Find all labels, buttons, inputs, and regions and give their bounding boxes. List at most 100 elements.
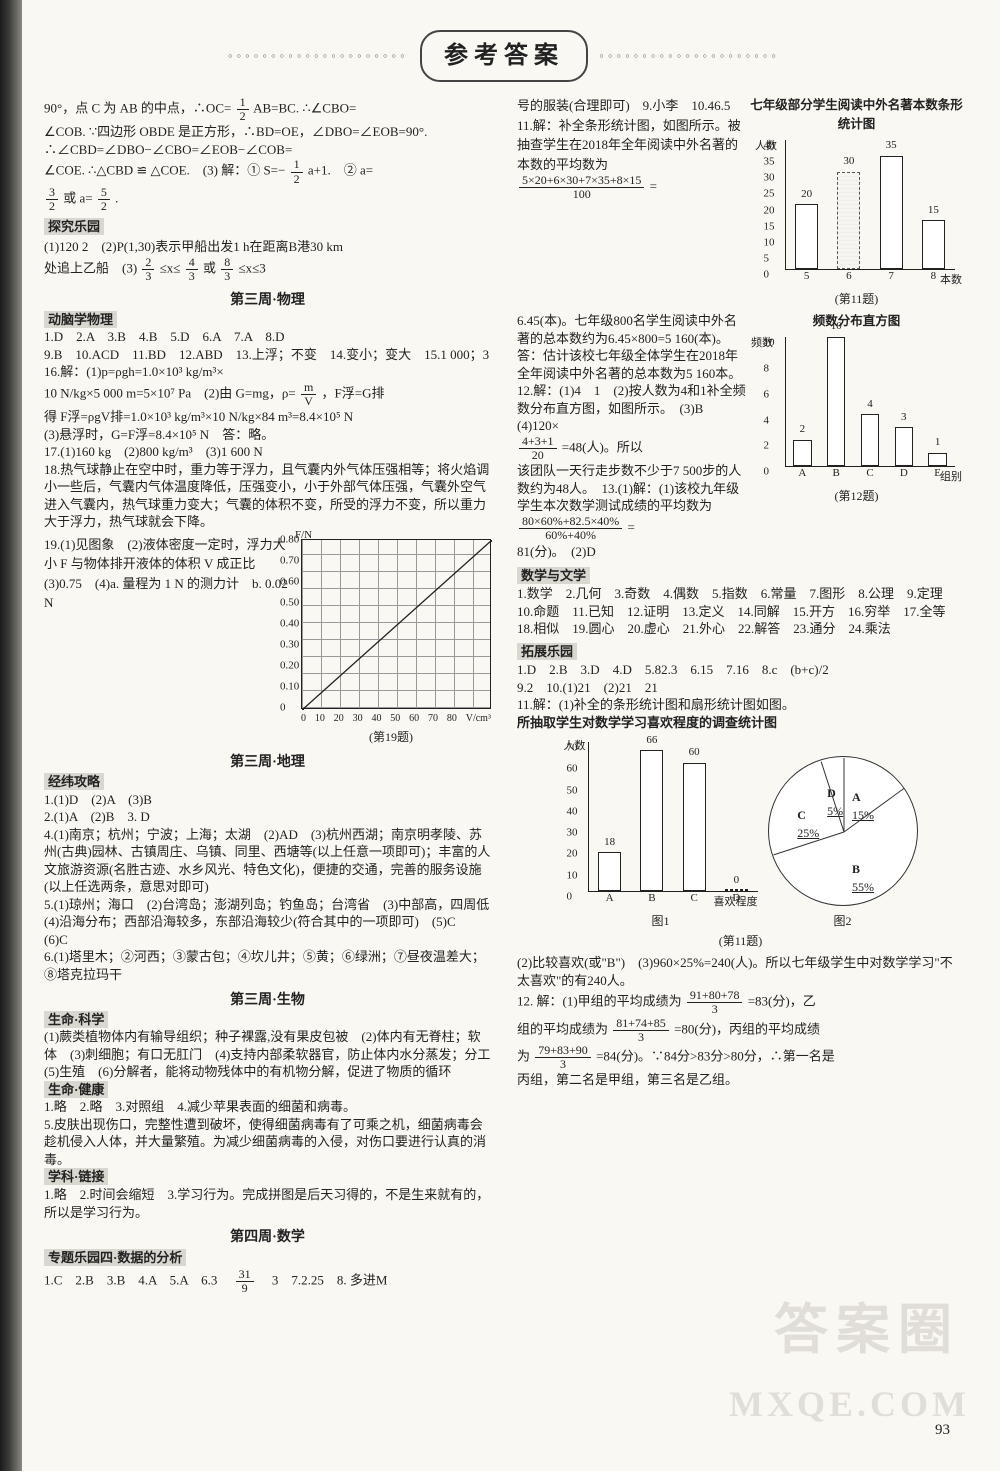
header-dots-left: ◦◦◦◦◦◦◦◦◦◦◦◦◦◦◦◦◦◦◦◦◦: [228, 46, 409, 66]
txt: (2)比较喜欢(或"B") (3)960×25%=240(人)。所以七年级学生中…: [517, 954, 964, 989]
chart19-grid: 0 0.10 0.20 0.30 0.40 0.50 0.60 0.70 0.8…: [301, 539, 491, 709]
chart19-wrap: F/N 0 0.10 0.20 0.30 0.40 0.50 0.60 0: [291, 535, 491, 746]
bio-subhead1: 生命·科学: [44, 1011, 108, 1028]
geo-block: 经纬攻略 1.(1)D (2)A (3)B 2.(1)A (2)B 3. D 4…: [44, 773, 491, 984]
bio-subhead3: 学科·链接: [44, 1168, 108, 1185]
caption: 图2: [768, 912, 918, 930]
txt: 17.(1)160 kg (2)800 kg/m³ (3)1 600 N: [44, 443, 491, 461]
txt: 10 N/kg×5 000 m=5×10⁷ Pa (2)由 G=mg，ρ= mV…: [44, 381, 491, 408]
frac-half-1: 12: [237, 96, 249, 123]
chart12r: 02468102A10B4C3D1E: [785, 337, 955, 467]
frac-mv: mV: [301, 381, 316, 408]
txt: 1.(1)D (2)A (3)B: [44, 791, 491, 809]
caption: 图1: [564, 912, 758, 930]
txt: 9.2 10.(1)21 (2)21 21: [517, 679, 964, 697]
chart11b-pie: A15%B55%C25%D5%: [768, 756, 918, 906]
xlabel: V/cm³: [466, 711, 491, 726]
frac-31-9: 319: [236, 1268, 254, 1295]
txt: a+1. ② a=: [308, 163, 373, 178]
w3-bio-head: 第三周·生物: [44, 990, 491, 1011]
txt: 12. 解：(1)甲组的平均成绩为 91+80+783 =83(分)，乙: [517, 989, 964, 1016]
txt: 1.D 2.B 3.D 4.D 5.82.3 6.15 7.16 8.c (b+…: [517, 661, 964, 679]
caption: (第11题): [749, 290, 964, 308]
w4-math-head: 第四周·数学: [44, 1227, 491, 1248]
txt: ∠COE. ∴△CBD ≌ △COE. (3) 解：① S=−: [44, 163, 285, 178]
chart11r: 0510152025303540205306357158: [785, 140, 955, 270]
chart19-caption: (第19题): [291, 728, 491, 746]
math-sub3: 拓展乐园: [517, 643, 577, 660]
txt: 81(分)。 (2)D: [517, 542, 964, 562]
txt: (1)蕨类植物体内有输导组织；种子裸露,没有果皮包被 (2)体内有无脊柱；软体 …: [44, 1028, 491, 1081]
chart12r-wrap: 频数分布直方图 频数 02468102A10B4C3D1E 组别 (第12题): [749, 312, 964, 505]
txt: 2.(1)A (2)B 3. D: [44, 808, 491, 826]
txt: 1.C 2.B 3.B 4.A 5.A 6.3: [44, 1272, 230, 1287]
frac-a2: 52: [98, 186, 110, 213]
txt: 5.(1)琼州；海口 (2)台湾岛；澎湖列岛；钓鱼岛；台湾省 (3)中部高，四周…: [44, 896, 491, 949]
chart11b-bar: 01020304050607018A66B60C0D: [588, 742, 758, 892]
txt: 18.热气球静止在空中时，重力等于浮力，且气囊内外气体压强相等；将火焰调小一些后…: [44, 461, 491, 531]
q12-wrap: 频数分布直方图 频数 02468102A10B4C3D1E 组别 (第12题) …: [517, 312, 964, 562]
bio-subhead2: 生命·健康: [44, 1081, 108, 1098]
txt: 为 79+83+903 =84(分)。∵84分>83分>80分，∴第一名是: [517, 1044, 964, 1071]
two-column-body: 90°，点 C 为 AB 的中点，∴OC= 12 AB=BC. ∴∠CBO= ∠…: [44, 96, 964, 1426]
explore-section: 探究乐园 (1)120 2 (2)P(1,30)表示甲船出发1 h在距离B港30…: [44, 217, 491, 283]
txt: 丙组，第二名是甲组，第三名是乙组。: [517, 1071, 964, 1089]
chart12r-title: 频数分布直方图: [749, 312, 964, 331]
txt: 所抽取学生对数学学习喜欢程度的调查统计图: [517, 714, 964, 732]
math-sub1: 专题乐园四·数据的分析: [44, 1249, 186, 1266]
txt: 1.D 2.A 3.B 4.B 5.D 6.A 7.A 8.D: [44, 328, 491, 346]
physics-block: 动脑学物理 1.D 2.A 3.B 4.B 5.D 6.A 7.A 8.D 9.…: [44, 311, 491, 531]
chart11b-pie-wrap: A15%B55%C25%D5% 图2: [768, 750, 918, 930]
txt: ∠COB. ∵四边形 OBDE 是正方形，∴BD=OE，∠DBO=∠EOB=90…: [44, 123, 491, 158]
w3-geo-head: 第三周·地理: [44, 752, 491, 773]
xticks: 01020304050607080 V/cm³: [291, 711, 491, 726]
txt: 处追上乙船 (3) 23 ≤x≤ 43 或 83 ≤x≤3: [44, 256, 491, 283]
page-number: 93: [935, 1419, 950, 1442]
page-title: 参考答案: [420, 30, 588, 82]
geom-answers: 32 或 a= 52 .: [44, 186, 491, 213]
w3-physics-head: 第三周·物理: [44, 290, 491, 311]
explore-heading: 探究乐园: [44, 218, 104, 235]
chart11r-wrap: 七年级部分学生阅读中外名著本数条形统计图 人数 0510152025303540…: [749, 96, 964, 308]
math-lit: 1.数学 2.几何 3.奇数 4.偶数 5.指数 6.常量 7.图形 8.公理 …: [517, 585, 964, 638]
frac-a1: 32: [46, 186, 58, 213]
chart11b-bar-wrap: 人数 01020304050607018A66B60C0D 喜欢程度 图1: [564, 736, 758, 931]
fracC: 80×60%+82.5×40%60%+40% =: [517, 515, 964, 542]
txt: 4.(1)南京；杭州；宁波；上海；太湖 (2)AD (3)杭州西湖；南京明孝陵、…: [44, 826, 491, 896]
txt: 9.B 10.ACD 11.BD 12.ABD 13.上浮；不变 14.变小；变…: [44, 346, 491, 381]
header-dots-right: ◦◦◦◦◦◦◦◦◦◦◦◦◦◦◦◦◦◦◦◦◦: [599, 46, 780, 66]
txt: 11.解：(1)补全的条形统计图和扇形统计图如图。: [517, 696, 964, 714]
txt: 1.略 2.略 3.对照组 4.减少苹果表面的细菌和病毒。: [44, 1098, 491, 1116]
txt: 5.皮肤出现伤口，完整性遭到破坏，使得细菌病毒有了可乘之机，细菌病毒会趁机侵入人…: [44, 1116, 491, 1169]
header-band: ◦◦◦◦◦◦◦◦◦◦◦◦◦◦◦◦◦◦◦◦◦ 参考答案 ◦◦◦◦◦◦◦◦◦◦◦◦◦…: [44, 30, 964, 82]
txt: 6.(1)塔里木；②河西；③蒙古包；④坎儿井；⑤黄；⑥绿洲；⑦昼夜温差大；⑧塔克…: [44, 948, 491, 983]
txt: (1)120 2 (2)P(1,30)表示甲船出发1 h在距离B港30 km: [44, 237, 491, 257]
geo-subhead: 经纬攻略: [44, 773, 104, 790]
math-sub2: 数学与文学: [517, 567, 590, 584]
page-root: ◦◦◦◦◦◦◦◦◦◦◦◦◦◦◦◦◦◦◦◦◦ 参考答案 ◦◦◦◦◦◦◦◦◦◦◦◦◦…: [0, 0, 1000, 1471]
math-ext: 1.D 2.B 3.D 4.D 5.82.3 6.15 7.16 8.c (b+…: [517, 661, 964, 731]
txt: 3 7.2.25 8. 多进M: [259, 1272, 388, 1287]
q11-wrap: 七年级部分学生阅读中外名著本数条形统计图 人数 0510152025303540…: [517, 96, 964, 308]
txt: 90°，点 C 为 AB 的中点，∴OC=: [44, 101, 231, 116]
bio-block: 生命·科学 (1)蕨类植物体内有输导组织；种子裸露,没有果皮包被 (2)体内有无…: [44, 1011, 491, 1222]
geom-continuation: 90°，点 C 为 AB 的中点，∴OC= 12 AB=BC. ∴∠CBO= ∠…: [44, 96, 491, 213]
q19-with-chart: F/N 0 0.10 0.20 0.30 0.40 0.50 0.60 0: [44, 535, 491, 746]
physics-subhead: 动脑学物理: [44, 311, 117, 328]
txt: AB=BC. ∴∠CBO=: [253, 101, 356, 116]
caption: (第12题): [749, 487, 964, 505]
chart19-line: [302, 540, 492, 710]
m-answers-1: 1.C 2.B 3.B 4.A 5.A 6.3 319 3 7.2.25 8. …: [44, 1268, 491, 1295]
chart11b-panel: 人数 01020304050607018A66B60C0D 喜欢程度 图1 A1…: [517, 736, 964, 951]
caption: (第11题): [517, 932, 964, 950]
txt: .: [115, 191, 118, 206]
txt: 组的平均成绩为 81+74+853 =80(分)，丙组的平均成绩: [517, 1017, 964, 1044]
txt: (3)悬浮时，G=F浮=8.4×10⁵ N 答：略。: [44, 426, 491, 444]
frac-half-2: 12: [291, 158, 303, 185]
txt: 或 a=: [63, 191, 92, 206]
txt: 得 F浮=ρgV排=1.0×10³ kg/m³×10 N/kg×84 m³=8.…: [44, 408, 491, 426]
txt: 1.略 2.时间会缩短 3.学习行为。完成拼图是后天习得的，不是生来就有的，所以…: [44, 1186, 491, 1221]
chart11r-title: 七年级部分学生阅读中外名著本数条形统计图: [749, 96, 964, 134]
binding-shadow: [0, 0, 22, 1471]
math-ext-2: (2)比较喜欢(或"B") (3)960×25%=240(人)。所以七年级学生中…: [517, 954, 964, 1089]
